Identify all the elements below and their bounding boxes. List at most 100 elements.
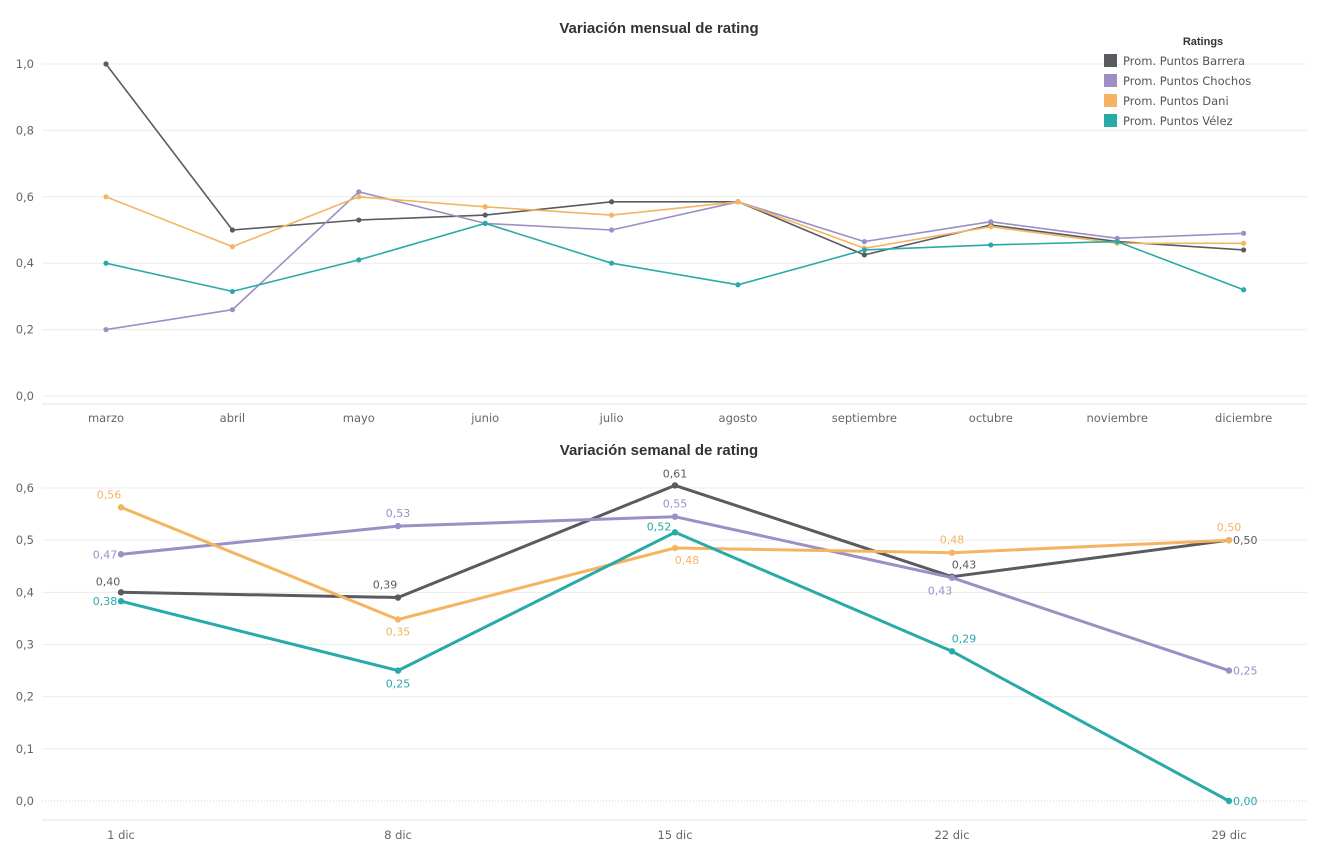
monthly-y-tick-label: 0,4: [16, 256, 34, 270]
weekly-series-line-prom-puntos-velez: [120, 530, 1230, 803]
weekly-data-label: 0,47: [93, 548, 118, 561]
weekly-x-tick-label: 1 dic: [107, 828, 135, 842]
monthly-data-point[interactable]: [482, 204, 488, 210]
weekly-x-tick-label: 29 dic: [1211, 828, 1246, 842]
weekly-data-label: 0,55: [663, 498, 688, 511]
weekly-data-point[interactable]: [394, 667, 402, 674]
monthly-chart-title: Variación mensual de rating: [559, 20, 758, 37]
monthly-data-point[interactable]: [861, 252, 868, 258]
weekly-data-label: 0,40: [96, 575, 121, 588]
weekly-y-tick-label: 0,6: [16, 481, 34, 495]
weekly-data-label: 0,53: [386, 507, 411, 520]
monthly-data-point[interactable]: [861, 239, 868, 245]
monthly-series-line-prom-puntos-dani: [105, 196, 1244, 250]
legend-swatch-prom-puntos-chochos: [1104, 74, 1117, 87]
monthly-data-point[interactable]: [988, 242, 994, 248]
monthly-x-tick-label: septiembre: [832, 411, 897, 425]
weekly-data-point[interactable]: [117, 504, 125, 511]
monthly-data-point[interactable]: [356, 217, 362, 223]
weekly-data-label: 0,00: [1233, 795, 1258, 808]
monthly-data-point[interactable]: [103, 260, 109, 266]
weekly-data-point[interactable]: [117, 598, 125, 605]
weekly-data-label: 0,38: [93, 595, 118, 608]
weekly-data-label: 0,29: [952, 632, 977, 645]
monthly-data-point[interactable]: [1241, 240, 1247, 246]
legend-label-prom-puntos-barrera[interactable]: Prom. Puntos Barrera: [1123, 54, 1245, 68]
monthly-data-point[interactable]: [861, 247, 868, 253]
weekly-data-point[interactable]: [1225, 536, 1233, 544]
weekly-data-point[interactable]: [948, 648, 956, 655]
weekly-data-point[interactable]: [948, 574, 956, 581]
monthly-data-point[interactable]: [609, 212, 615, 218]
monthly-data-point[interactable]: [356, 257, 362, 263]
weekly-y-tick-label: 0,2: [16, 690, 34, 704]
monthly-x-tick-label: agosto: [719, 411, 758, 425]
weekly-data-point[interactable]: [1225, 797, 1233, 805]
legend-label-prom-puntos-velez[interactable]: Prom. Puntos Vélez: [1123, 114, 1233, 128]
weekly-data-label: 0,43: [928, 585, 953, 598]
monthly-x-tick-label: marzo: [88, 411, 124, 425]
weekly-data-point[interactable]: [671, 513, 679, 520]
weekly-data-point[interactable]: [1225, 667, 1233, 674]
weekly-x-tick-label: 22 dic: [934, 828, 969, 842]
monthly-y-tick-label: 1,0: [16, 57, 34, 71]
monthly-data-point[interactable]: [1241, 247, 1247, 253]
monthly-y-tick-label: 0,0: [16, 389, 34, 403]
legend-label-prom-puntos-chochos[interactable]: Prom. Puntos Chochos: [1123, 74, 1251, 88]
weekly-data-label: 0,48: [940, 534, 965, 547]
monthly-data-point[interactable]: [229, 227, 235, 233]
monthly-data-point[interactable]: [482, 220, 488, 226]
monthly-x-tick-label: julio: [599, 411, 624, 425]
weekly-data-label: 0,25: [386, 678, 411, 691]
monthly-data-point[interactable]: [356, 189, 362, 195]
monthly-data-point[interactable]: [735, 282, 741, 288]
weekly-data-label: 0,61: [663, 467, 688, 480]
monthly-x-tick-label: junio: [470, 411, 499, 425]
monthly-data-point[interactable]: [1114, 239, 1120, 245]
monthly-data-point[interactable]: [103, 194, 109, 200]
monthly-y-tick-label: 0,2: [16, 323, 34, 337]
monthly-data-point[interactable]: [609, 199, 615, 205]
legend-swatch-prom-puntos-velez: [1104, 114, 1117, 127]
monthly-data-point[interactable]: [1241, 287, 1247, 293]
weekly-data-label: 0,56: [97, 488, 122, 501]
monthly-data-point[interactable]: [482, 212, 488, 218]
monthly-data-point[interactable]: [735, 199, 741, 205]
weekly-data-point[interactable]: [117, 589, 125, 596]
monthly-data-point[interactable]: [988, 219, 994, 225]
weekly-data-point[interactable]: [671, 529, 679, 536]
weekly-data-point[interactable]: [671, 544, 679, 552]
monthly-data-point[interactable]: [988, 224, 994, 230]
weekly-chart-title: Variación semanal de rating: [560, 442, 758, 459]
weekly-data-point[interactable]: [671, 482, 679, 489]
weekly-data-point[interactable]: [948, 549, 956, 556]
weekly-data-label: 0,43: [952, 559, 977, 572]
monthly-y-tick-label: 0,6: [16, 190, 34, 204]
legend: Ratings Prom. Puntos Barrera Prom. Puntos…: [1104, 36, 1251, 128]
monthly-data-point[interactable]: [1241, 230, 1247, 236]
weekly-data-point[interactable]: [394, 522, 402, 530]
monthly-x-tick-label: diciembre: [1215, 411, 1272, 425]
monthly-data-point[interactable]: [356, 194, 362, 200]
legend-label-prom-puntos-dani[interactable]: Prom. Puntos Dani: [1123, 94, 1229, 108]
weekly-data-point[interactable]: [394, 616, 402, 623]
legend-title: Ratings: [1183, 36, 1223, 48]
weekly-y-tick-label: 0,4: [16, 585, 34, 599]
monthly-data-point[interactable]: [609, 227, 615, 233]
weekly-data-point[interactable]: [394, 594, 402, 601]
weekly-data-label: 0,50: [1233, 534, 1258, 547]
weekly-y-tick-label: 0,1: [16, 742, 34, 756]
monthly-data-point[interactable]: [229, 244, 235, 250]
weekly-x-tick-label: 15 dic: [657, 828, 692, 842]
legend-swatch-prom-puntos-dani: [1104, 94, 1117, 107]
monthly-data-point[interactable]: [103, 327, 109, 333]
monthly-data-point[interactable]: [229, 288, 235, 295]
weekly-data-point[interactable]: [117, 551, 125, 558]
monthly-data-point[interactable]: [103, 61, 109, 67]
monthly-y-tick-label: 0,8: [16, 123, 34, 137]
weekly-data-label: 0,39: [373, 579, 398, 592]
monthly-data-point[interactable]: [609, 260, 615, 266]
weekly-y-tick-label: 0,0: [16, 794, 34, 808]
legend-swatch-prom-puntos-barrera: [1104, 54, 1117, 67]
monthly-data-point[interactable]: [229, 307, 235, 313]
